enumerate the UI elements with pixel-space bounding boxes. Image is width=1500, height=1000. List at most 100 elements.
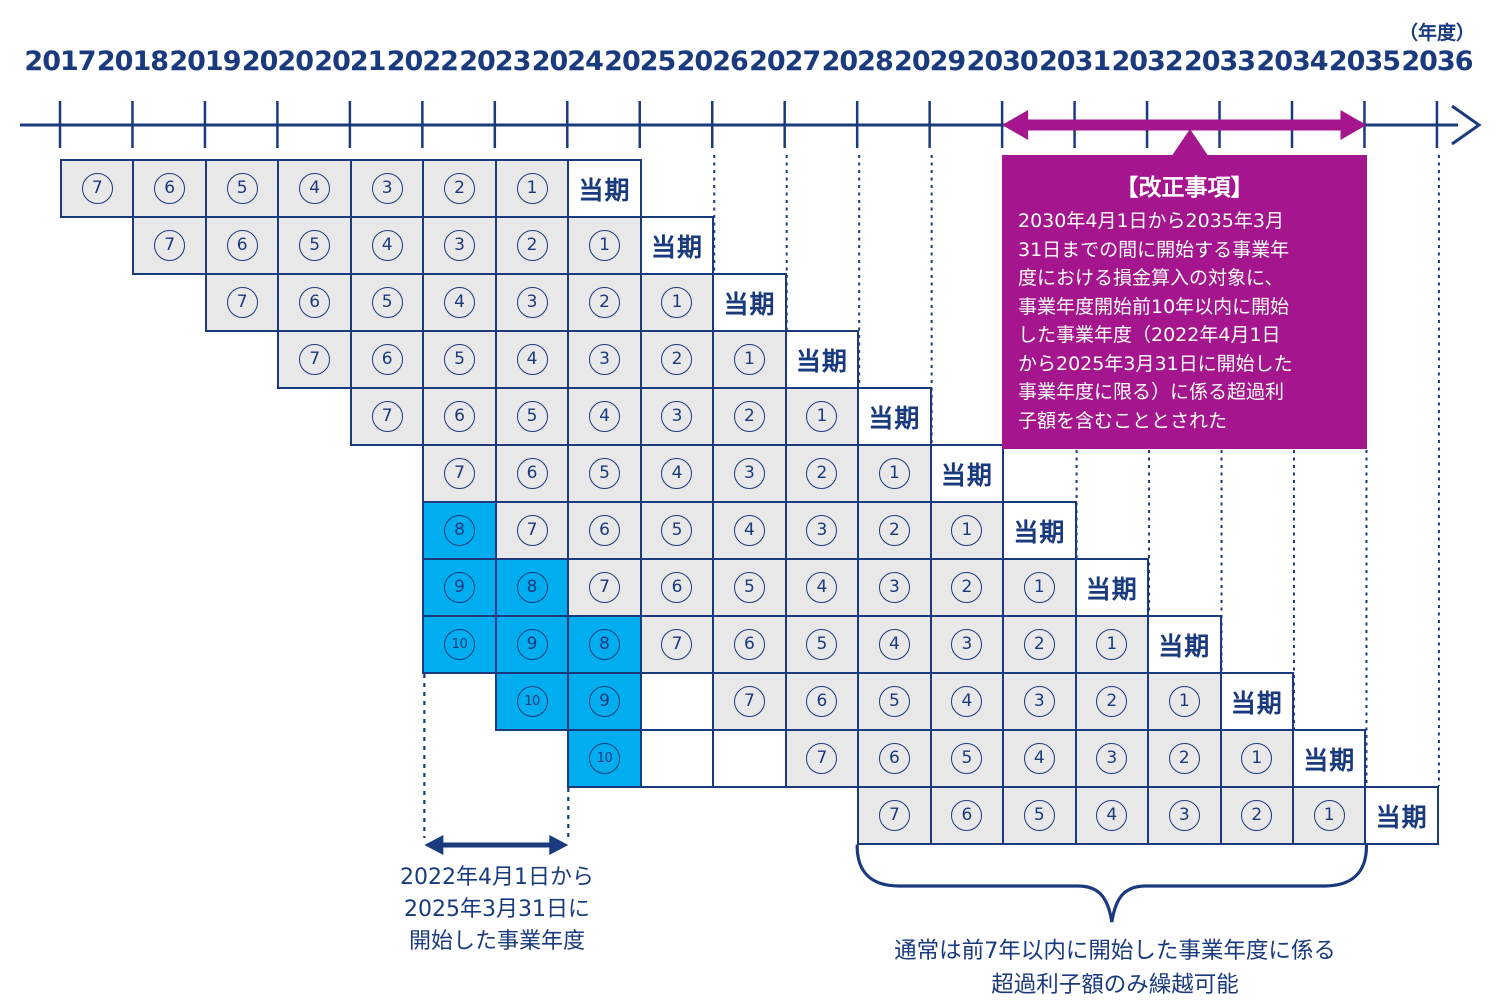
carryover-year-cell: 6 — [929, 786, 1005, 845]
carryover-year-cell: 5 — [639, 501, 715, 560]
carryover-year-cell: 3 — [712, 444, 787, 503]
circled-number: 1 — [1241, 743, 1273, 774]
carryover-year-cell: 7 — [60, 159, 135, 218]
circled-number: 9 — [444, 572, 476, 603]
circled-number: 10 — [516, 686, 548, 717]
circled-number: 3 — [661, 401, 693, 432]
current-period-cell: 当期 — [567, 159, 642, 218]
carryover-year-cell: 4 — [1002, 729, 1077, 788]
axis-year-label: 2030 — [966, 46, 1039, 77]
circled-number: 7 — [81, 173, 113, 204]
carryover-year-cell: 5 — [277, 216, 352, 275]
carryover-year-cell: 10 — [567, 729, 642, 788]
circled-number: 6 — [444, 401, 476, 432]
carryover-year-cell: 4 — [784, 558, 860, 617]
revision-note-body: 2030年4月1日から2035年3月 31日までの間に開始する事業年 度における… — [1018, 210, 1293, 432]
circled-number: 6 — [733, 629, 765, 660]
range-arrowhead-right-icon — [549, 835, 569, 855]
circled-number: 8 — [444, 515, 476, 546]
circled-number: 4 — [516, 344, 548, 375]
carryover-year-cell: 5 — [349, 273, 425, 332]
carryover-year-cell: 1 — [1219, 729, 1294, 788]
carryover-year-cell: 3 — [1074, 729, 1150, 788]
circled-number: 5 — [733, 572, 765, 603]
carryover-year-cell: 2 — [712, 387, 787, 446]
circled-number: 4 — [951, 686, 983, 717]
current-period-cell: 当期 — [1291, 729, 1367, 788]
circled-number: 3 — [1096, 743, 1128, 774]
carryover-year-cell: 3 — [567, 330, 642, 389]
circled-number: 5 — [444, 344, 476, 375]
circled-number: 5 — [589, 458, 621, 489]
carryover-year-cell: 1 — [857, 444, 932, 503]
circled-number: 6 — [226, 230, 258, 261]
carryover-year-cell: 5 — [929, 729, 1005, 788]
carryover-year-cell: 4 — [422, 273, 497, 332]
empty-cell — [639, 672, 715, 731]
carryover-year-cell: 6 — [422, 387, 497, 446]
circled-number: 2 — [806, 458, 838, 489]
carryover-year-cell: 4 — [1074, 786, 1150, 845]
axis-year-label: 2034 — [1256, 46, 1328, 77]
axis-arrow-icon — [1451, 104, 1482, 146]
special-period-annotation: 2022年4月1日から 2025年3月31日に 開始した事業年度 — [400, 865, 594, 954]
axis-year-label: 2026 — [676, 46, 749, 77]
carryover-year-cell: 10 — [422, 615, 497, 674]
circled-number: 5 — [371, 287, 403, 318]
circled-number: 2 — [733, 401, 765, 432]
carryover-year-cell: 3 — [639, 387, 715, 446]
circled-number: 4 — [806, 572, 838, 603]
circled-number: 4 — [299, 173, 331, 204]
circled-number: 1 — [1023, 572, 1055, 603]
circled-number: 6 — [371, 344, 403, 375]
carryover-year-cell: 4 — [929, 672, 1005, 731]
carryover-year-cell: 5 — [857, 672, 932, 731]
carryover-year-cell: 1 — [1147, 672, 1222, 731]
circled-number: 7 — [733, 686, 765, 717]
carryover-year-cell: 7 — [639, 615, 715, 674]
circled-number: 4 — [1096, 800, 1128, 831]
circled-number: 4 — [1023, 743, 1055, 774]
carryover-year-cell: 2 — [784, 444, 860, 503]
carryover-year-cell: 9 — [494, 615, 570, 674]
carryover-year-cell: 6 — [639, 558, 715, 617]
circled-number: 1 — [806, 401, 838, 432]
carryover-year-cell: 8 — [494, 558, 570, 617]
circled-number: 2 — [589, 287, 621, 318]
carryover-year-cell: 1 — [567, 216, 642, 275]
carryover-year-cell: 6 — [712, 615, 787, 674]
carryover-year-cell: 2 — [494, 216, 570, 275]
axis-year-label: 2025 — [604, 46, 676, 77]
axis-unit-label: （年度） — [1398, 22, 1475, 44]
circled-number: 2 — [661, 344, 693, 375]
carryover-year-cell: 4 — [494, 330, 570, 389]
carryover-year-cell: 2 — [1147, 729, 1222, 788]
carryover-year-cell: 5 — [567, 444, 642, 503]
circled-number: 3 — [516, 287, 548, 318]
circled-number: 2 — [1023, 629, 1055, 660]
carryover-year-cell: 4 — [712, 501, 787, 560]
axis-year-label: 2021 — [314, 46, 386, 77]
carryover-year-cell: 6 — [567, 501, 642, 560]
carryover-year-cell: 2 — [1219, 786, 1294, 845]
carryover-year-cell: 7 — [857, 786, 932, 845]
carryover-year-cell: 3 — [349, 159, 425, 218]
circled-number: 8 — [516, 572, 548, 603]
revision-note-title: 【改正事項】 — [1115, 175, 1254, 201]
circled-number: 4 — [878, 629, 910, 660]
carryover-year-cell: 1 — [929, 501, 1005, 560]
circled-number: 3 — [1168, 800, 1200, 831]
axis-year-label: 2032 — [1111, 46, 1183, 77]
circled-number: 6 — [589, 515, 621, 546]
circled-number: 8 — [589, 629, 621, 660]
revision-range-arrowhead-left-icon — [1002, 110, 1029, 140]
circled-number: 4 — [733, 515, 765, 546]
carryover-year-cell: 1 — [1002, 558, 1077, 617]
current-period-cell: 当期 — [929, 444, 1005, 503]
current-period-cell: 当期 — [639, 216, 715, 275]
circled-number: 2 — [951, 572, 983, 603]
circled-number: 7 — [226, 287, 258, 318]
carryover-year-cell: 3 — [1002, 672, 1077, 731]
normal-rule-annotation: 通常は前7年以内に開始した事業年度に係る 超過利子額のみ繰越可能 — [894, 938, 1336, 998]
circled-number: 5 — [516, 401, 548, 432]
